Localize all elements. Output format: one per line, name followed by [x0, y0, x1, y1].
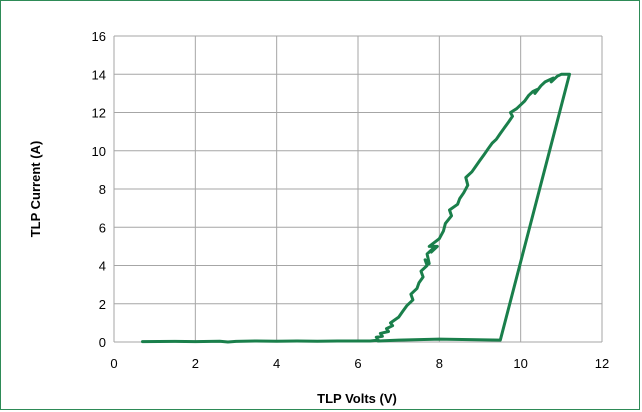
- x-tick-label: 6: [354, 356, 361, 371]
- y-tick-label: 8: [99, 182, 106, 197]
- y-tick-label: 6: [99, 220, 106, 235]
- y-tick-label: 16: [92, 29, 106, 44]
- x-tick-label: 4: [273, 356, 280, 371]
- y-tick-label: 4: [99, 259, 106, 274]
- series-layer: [141, 72, 571, 344]
- y-tick-label: 10: [92, 144, 106, 159]
- x-tick-label: 10: [513, 356, 527, 371]
- x-tick-label: 2: [192, 356, 199, 371]
- grid-layer: [113, 35, 603, 343]
- y-tick-label: 14: [92, 67, 106, 82]
- x-tick-label: 8: [436, 356, 443, 371]
- x-axis-title: TLP Volts (V): [317, 391, 397, 406]
- tick-labels: 0 2 4 6 8 10 12 14 16 0 2 4 6 8 10 12: [92, 29, 610, 371]
- x-tick-label: 0: [110, 356, 117, 371]
- y-tick-label: 0: [99, 335, 106, 350]
- series-line: [141, 72, 571, 344]
- y-tick-label: 12: [92, 106, 106, 121]
- y-tick-label: 2: [99, 297, 106, 312]
- x-tick-label: 12: [595, 356, 609, 371]
- y-axis-title: TLP Current (A): [28, 141, 43, 238]
